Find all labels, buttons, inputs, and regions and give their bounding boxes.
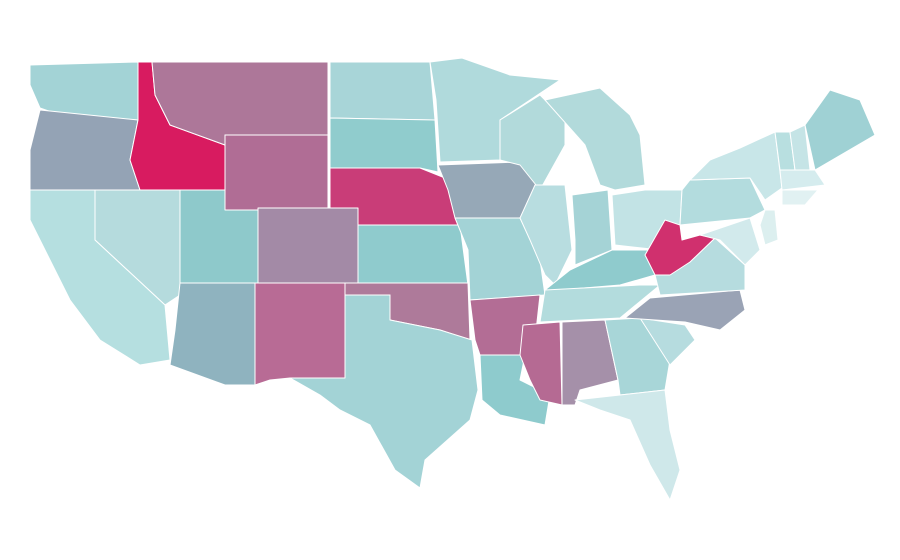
state: [254, 282, 346, 386]
state: [574, 389, 681, 501]
state: [499, 94, 566, 191]
state: [571, 189, 613, 266]
state: [357, 224, 469, 286]
state: [29, 109, 141, 191]
state: [539, 284, 661, 323]
state: [329, 117, 439, 173]
state: [781, 189, 819, 206]
state: [257, 207, 359, 284]
state: [624, 289, 746, 331]
state: [169, 282, 256, 386]
state: [699, 217, 761, 266]
state: [289, 294, 479, 489]
state: [437, 161, 539, 219]
state: [29, 189, 171, 366]
state: [519, 321, 563, 406]
state: [759, 209, 779, 246]
state: [224, 134, 329, 211]
state: [804, 89, 876, 171]
state: [519, 184, 573, 286]
state: [329, 61, 436, 121]
state: [779, 169, 826, 191]
state: [639, 317, 696, 366]
states: [29, 57, 876, 501]
state: [544, 87, 646, 191]
